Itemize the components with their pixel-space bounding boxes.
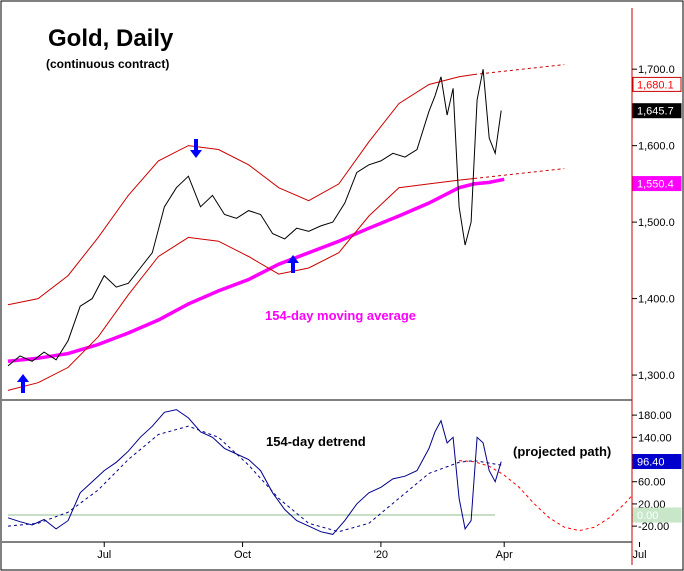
osc-badge-1: 0.00 — [632, 507, 682, 523]
x-tick-label: Apr — [496, 549, 513, 561]
price-tick-label: 1,300.0 — [638, 370, 675, 382]
osc-badge-label: 0.00 — [637, 510, 658, 522]
osc-badge-label: 96.40 — [637, 457, 665, 469]
price-badge-2: 1,550.4 — [632, 176, 682, 192]
price-tick-label: 1,600.0 — [638, 141, 675, 153]
series-gold-price — [7, 69, 502, 367]
x-tick-label: Jul — [97, 549, 111, 561]
series-cycle — [7, 425, 502, 533]
price-tick-label: 1,700.0 — [638, 64, 675, 76]
series-154-day-moving-average — [7, 177, 505, 364]
value-badges: 1,680.1 1,645.7 1,550.4 96.40 0.00 — [632, 76, 682, 523]
detrend-title: 154-day detrend — [266, 434, 366, 449]
arrow-up-1 — [17, 374, 29, 393]
price-badge-0: 1,680.1 — [632, 76, 682, 92]
osc-tick-label: 140.00 — [638, 432, 672, 444]
series-154-day-detrend — [7, 409, 502, 535]
arrows — [17, 139, 299, 393]
price-badge-label: 1,680.1 — [637, 79, 674, 91]
osc-badge-0: 96.40 — [632, 454, 682, 470]
arrow-up-2 — [287, 255, 299, 273]
price-tick-label: 1,400.0 — [638, 294, 675, 306]
series-projected-path — [459, 460, 633, 532]
osc-tick-label: -20.00 — [638, 521, 669, 533]
x-tick-label: Jul — [632, 549, 646, 561]
x-tick-label: Oct — [234, 549, 251, 561]
price-tick-label: 1,500.0 — [638, 217, 675, 229]
chart-subtitle: (continuous contract) — [46, 57, 169, 71]
series-upper-envelope — [7, 74, 475, 306]
series-lower-envelope — [7, 178, 475, 391]
osc-tick-label: 180.00 — [638, 410, 672, 422]
chart-title: Gold, Daily — [48, 25, 174, 52]
price-panel — [7, 64, 565, 391]
price-y-axis: 1,300.0 1,400.0 1,500.0 1,600.0 1,700.0 — [632, 64, 675, 382]
price-badge-label: 1,645.7 — [637, 106, 674, 118]
price-badge-1: 1,645.7 — [632, 103, 682, 119]
x-tick-label: '20 — [374, 549, 388, 561]
oscillator-panel — [7, 409, 633, 535]
projected-path-annotation: (projected path) — [513, 444, 611, 459]
osc-tick-label: 60.00 — [638, 477, 666, 489]
price-badge-label: 1,550.4 — [637, 179, 674, 191]
ma-annotation: 154-day moving average — [265, 308, 416, 323]
x-axis: Jul Oct '20 Apr Jul — [97, 542, 647, 561]
arrow-down-1 — [190, 139, 202, 158]
